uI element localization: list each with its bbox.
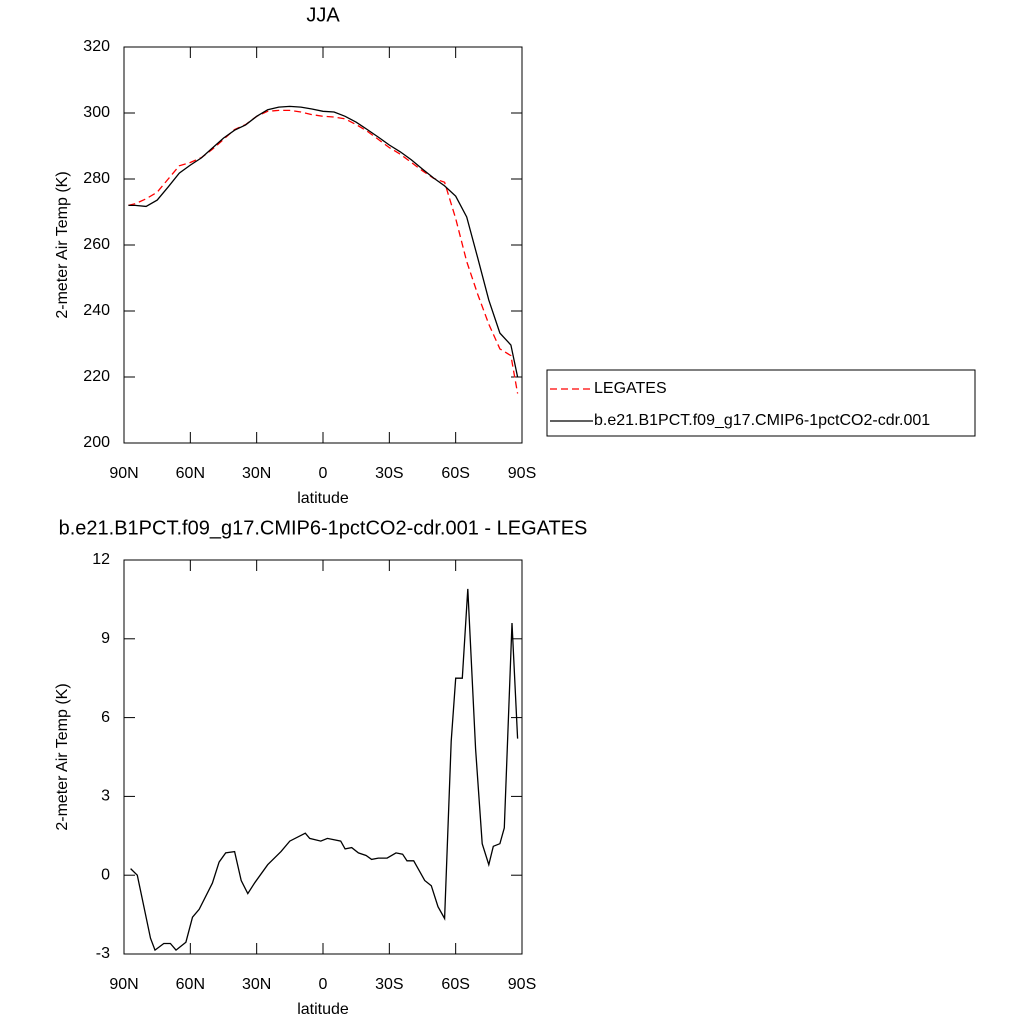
chart-title: b.e21.B1PCT.f09_g17.CMIP6-1pctCO2-cdr.00… [59, 517, 588, 539]
data-line [130, 588, 519, 952]
x-tick-label: 60S [441, 976, 469, 993]
x-tick-label: 60N [176, 465, 205, 482]
x-tick-label: 60N [176, 976, 205, 993]
y-tick-label: 280 [83, 170, 110, 187]
x-tick-label: 90S [508, 976, 536, 993]
y-tick-label: 200 [83, 434, 110, 451]
y-tick-label: 6 [101, 709, 110, 726]
y-tick-label: 3 [101, 788, 110, 805]
y-tick-label: 300 [83, 104, 110, 121]
chart-title: JJA [306, 4, 340, 26]
y-tick-label: 320 [83, 38, 110, 55]
x-tick-label: 30N [242, 465, 271, 482]
plot-frame [123, 46, 523, 444]
y-axis-label: 2-meter Air Temp (K) [54, 171, 71, 318]
data-line [128, 109, 519, 394]
x-tick-label: 60S [441, 465, 469, 482]
x-tick-label: 0 [319, 976, 328, 993]
y-tick-label: 260 [83, 236, 110, 253]
y-tick-label: -3 [96, 945, 110, 962]
x-tick-label: 90N [109, 465, 138, 482]
x-axis-label: latitude [297, 1001, 349, 1018]
y-tick-label: 240 [83, 302, 110, 319]
y-tick-label: 12 [92, 551, 110, 568]
x-tick-label: 30N [242, 976, 271, 993]
x-tick-label: 30S [375, 976, 403, 993]
x-tick-label: 90S [508, 465, 536, 482]
x-tick-label: 30S [375, 465, 403, 482]
y-axis-label: 2-meter Air Temp (K) [54, 683, 71, 830]
y-tick-label: 220 [83, 368, 110, 385]
x-tick-label: 0 [319, 465, 328, 482]
x-tick-label: 90N [109, 976, 138, 993]
y-tick-label: 9 [101, 630, 110, 647]
legend-label: b.e21.B1PCT.f09_g17.CMIP6-1pctCO2-cdr.00… [594, 412, 930, 429]
x-axis-label: latitude [297, 490, 349, 507]
plot-frame [123, 559, 523, 955]
y-tick-label: 0 [101, 866, 110, 883]
legend-box [546, 369, 976, 437]
data-line [128, 105, 519, 378]
legend-label: LEGATES [594, 380, 667, 397]
